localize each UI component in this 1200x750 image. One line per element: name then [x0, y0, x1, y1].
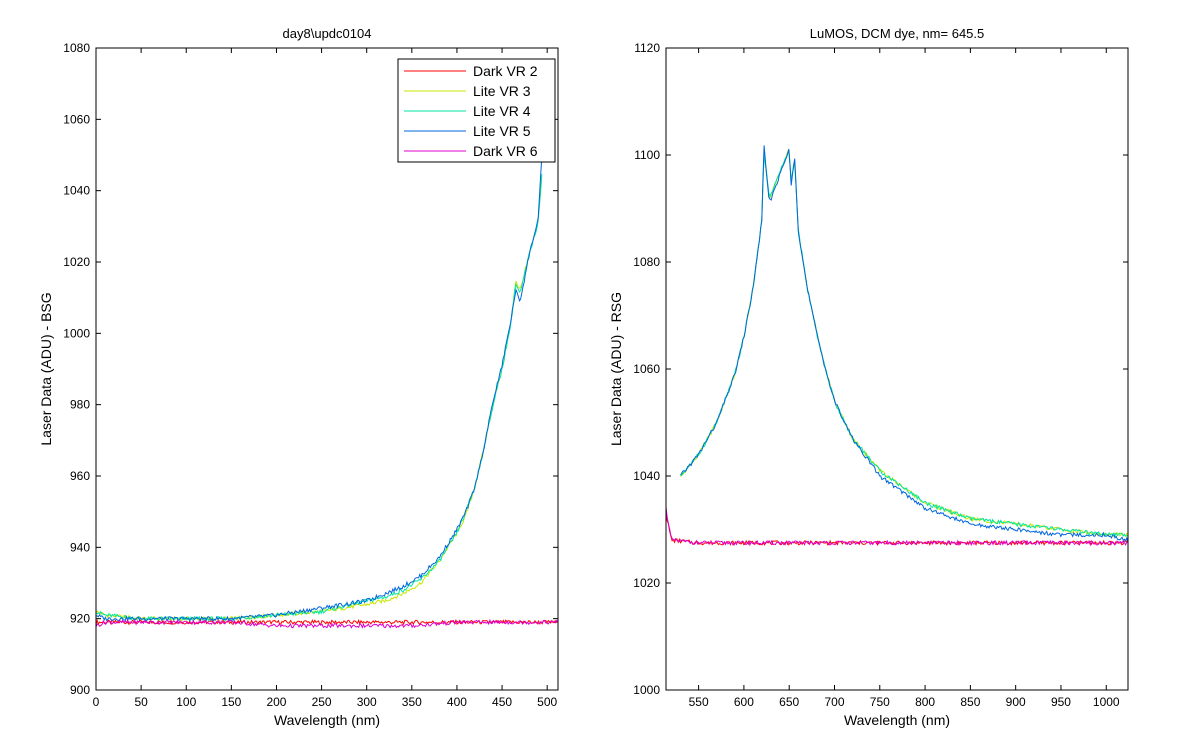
y-tick-label: 1120	[634, 41, 660, 55]
series-line-1	[666, 514, 1128, 547]
x-tick-label: 550	[689, 695, 709, 709]
x-tick-label: 350	[402, 695, 422, 709]
x-tick-label: 500	[537, 695, 557, 709]
y-tick-label: 1060	[633, 362, 660, 376]
chart-title: LuMOS, DCM dye, nm= 645.5	[810, 26, 985, 41]
y-axis-label: Laser Data (ADU) - BSG	[38, 292, 54, 445]
series-line-2	[96, 175, 543, 622]
chart-2: 550 600 650 700 750 800 850 900 950 1000 1000 1020 1…	[608, 26, 1129, 728]
x-axis-label: Wavelength (nm)	[274, 712, 380, 728]
x-tick-label: 150	[221, 695, 241, 709]
y-tick-label: 1100	[634, 148, 660, 162]
y-tick-label: 960	[70, 469, 90, 483]
legend-label-3: Lite VR 4	[473, 103, 531, 119]
x-tick-label: 50	[134, 695, 148, 709]
chart-1: 0 50 100 150 200 250 300 350 400 450 500 900 920 940 9…	[38, 26, 559, 728]
series-line-5	[666, 506, 1128, 547]
y-tick-label: 1020	[633, 576, 660, 590]
y-tick-label: 980	[70, 398, 90, 412]
y-tick-label: 1000	[63, 326, 90, 340]
x-tick-label: 100	[176, 695, 196, 709]
x-tick-label: 800	[915, 695, 935, 709]
x-tick-label: 450	[492, 695, 512, 709]
axes-box	[95, 47, 559, 691]
legend-label-4: Lite VR 5	[473, 123, 531, 139]
series-line-1	[96, 618, 558, 626]
x-axis-label: Wavelength (nm)	[844, 712, 950, 728]
series-line-3	[96, 173, 543, 622]
legend-label-5: Dark VR 6	[473, 143, 538, 159]
series-lines	[666, 145, 1128, 547]
x-tick-label: 700	[824, 695, 844, 709]
x-tick-label: 400	[447, 695, 467, 709]
y-tick-label: 1040	[63, 184, 90, 198]
x-tick-label: 650	[779, 695, 799, 709]
y-tick-label: 940	[70, 540, 90, 554]
y-tick-label: 1020	[63, 255, 90, 269]
chart-title: day8\updc0104	[283, 26, 372, 41]
x-tick-label: 600	[734, 695, 754, 709]
legend: Dark VR 2 Lite VR 3 Lite VR 4 Lite VR 5 Dark…	[397, 58, 556, 163]
y-tick-label: 1060	[63, 112, 90, 126]
y-tick-label: 1080	[633, 255, 660, 269]
x-tick-label: 1000	[1093, 695, 1120, 709]
y-axis-label: Laser Data (ADU) - RSG	[608, 292, 624, 446]
x-tick-label: 250	[312, 695, 332, 709]
x-tick-label: 950	[1051, 695, 1071, 709]
series-line-4	[96, 156, 543, 622]
series-line-4	[680, 145, 1128, 543]
y-tick-label: 1000	[633, 683, 660, 697]
x-tick-label: 750	[870, 695, 890, 709]
x-tick-label: 900	[1006, 695, 1026, 709]
series-line-5	[96, 618, 558, 629]
series-line-3	[680, 149, 1128, 538]
x-tick-label: 850	[960, 695, 980, 709]
series-lines	[96, 156, 558, 629]
y-tick-label: 900	[70, 683, 90, 697]
x-tick-label: 0	[93, 695, 100, 709]
y-tick-label: 1080	[63, 41, 90, 55]
y-tick-label: 920	[70, 612, 90, 626]
legend-label-1: Dark VR 2	[473, 63, 538, 79]
x-tick-label: 200	[266, 695, 286, 709]
x-tick-label: 300	[357, 695, 377, 709]
legend-label-2: Lite VR 3	[473, 83, 531, 99]
y-tick-label: 1040	[633, 469, 660, 483]
series-line-2	[680, 148, 1128, 539]
